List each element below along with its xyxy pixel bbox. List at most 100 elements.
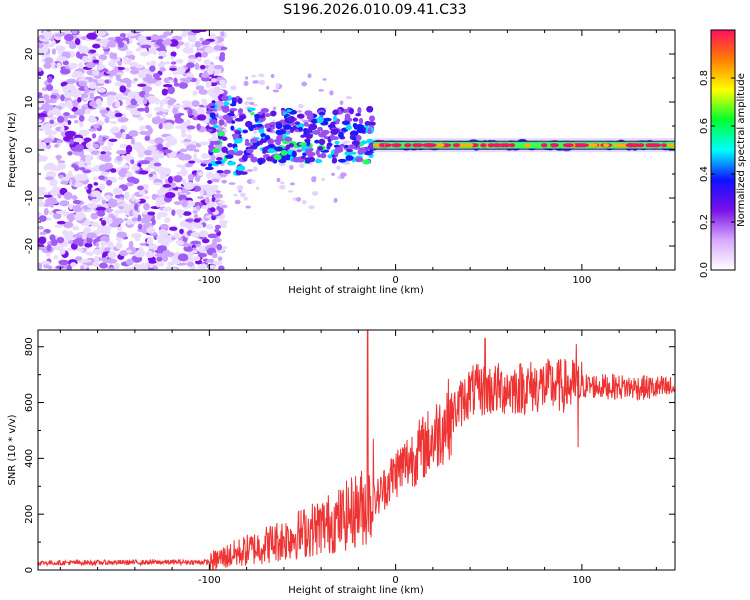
spectrogram-noise-blob: [117, 61, 123, 66]
spectrogram-energy-blob: [345, 125, 352, 131]
spectrogram-line-peak: [667, 143, 675, 148]
spectrogram-noise-blob: [144, 156, 154, 162]
spectrogram-noise-blob: [62, 60, 69, 66]
spectrogram-noise-blob: [94, 255, 99, 263]
spectrogram-noise-blob: [196, 56, 202, 62]
spectrogram-noise-blob: [126, 249, 132, 254]
spectrogram-energy-blob: [267, 148, 276, 154]
spectrogram-noise-blob: [38, 189, 44, 197]
spectrogram-noise-blob: [47, 76, 53, 83]
spectrogram-energy-blob: [268, 143, 274, 149]
spectrogram-noise-blob: [118, 205, 123, 210]
spectrogram-noise-blob: [123, 191, 130, 200]
spectrogram-noise-blob: [98, 58, 103, 66]
spectrogram-energy-blob: [317, 126, 323, 132]
spectrogram-energy-blob: [298, 142, 307, 146]
spectrogram-energy-blob: [254, 113, 261, 119]
spectrogram-line-peak: [452, 143, 461, 148]
spectrogram-scatter-blob: [336, 165, 341, 170]
spectrogram-noise-blob: [138, 170, 149, 175]
spectrogram-noise-blob: [46, 244, 52, 252]
spectrogram-noise-blob: [199, 141, 209, 146]
spectrogram-noise-blob: [201, 73, 210, 78]
spectrogram-noise-blob: [65, 83, 73, 89]
spectrogram-noise-blob: [200, 98, 207, 103]
spectrogram-noise-blob: [104, 79, 110, 84]
spectrogram-energy-blob: [257, 158, 263, 165]
spectrogram-line-peak: [541, 143, 548, 148]
spectrogram-energy-blob: [215, 160, 223, 165]
spectrogram-noise-blob: [130, 137, 135, 145]
spectrogram-noise-blob: [63, 112, 71, 116]
spectrogram-noise-blob: [114, 81, 124, 87]
spectrogram-noise-blob: [216, 157, 223, 161]
spectrogram-energy-blob: [274, 146, 284, 152]
spectrogram-scatter-blob: [255, 186, 260, 190]
spectrogram-noise-blob: [180, 164, 187, 170]
spectrogram-noise-blob: [67, 120, 72, 125]
spectrogram-noise-blob: [85, 62, 96, 69]
spectrogram-scatter-blob: [253, 129, 258, 135]
spectrogram-noise-blob: [84, 108, 92, 115]
spectrogram-energy-blob: [296, 113, 305, 119]
spectrogram-energy-blob: [318, 112, 326, 116]
spectrogram-scatter-blob: [322, 78, 327, 81]
spectrogram-noise-blob: [43, 62, 52, 69]
spectrogram-line-peak: [562, 143, 574, 148]
spectrogram-noise-blob: [125, 135, 133, 140]
spectrogram-noise-blob: [220, 31, 225, 37]
spectrogram-scatter-blob: [299, 163, 305, 169]
spectrogram-noise-blob: [56, 154, 61, 161]
spectrogram-energy-blob: [339, 143, 345, 148]
spectrogram-scatter-blob: [340, 175, 345, 179]
spectrogram-noise-blob: [50, 39, 56, 47]
spectrogram-energy-blob: [270, 110, 277, 117]
spectrogram-energy-blob: [274, 153, 280, 158]
spectrogram-noise-blob: [89, 49, 97, 53]
spectrogram-energy-blob: [315, 149, 320, 156]
spectrogram-noise-blob: [42, 94, 50, 101]
spectrogram-noise-blob: [78, 248, 84, 252]
spectrogram-noise-blob: [84, 250, 89, 255]
spectrogram-noise-blob: [153, 162, 162, 167]
spectrogram-noise-blob: [211, 240, 218, 248]
spectrogram-scatter-blob: [250, 179, 256, 184]
spectrogram-noise-blob: [161, 113, 167, 118]
spectrogram-scatter-blob: [221, 179, 227, 184]
spectrogram-energy-blob: [315, 159, 323, 164]
spectrogram-noise-blob: [88, 128, 97, 132]
spectrogram-noise-blob: [174, 117, 184, 124]
spectrogram-energy-blob: [369, 115, 376, 122]
spectrogram-noise-blob: [131, 165, 140, 171]
spectrogram-energy-blob: [264, 134, 271, 141]
spectrogram-noise-blob: [164, 192, 176, 199]
spectrogram-energy-blob: [231, 120, 236, 124]
spectrogram-noise-blob: [49, 104, 54, 111]
spectrogram-noise-blob: [120, 167, 128, 175]
spectrogram-line-peak: [645, 143, 653, 148]
spectrogram-noise-blob: [198, 89, 208, 95]
spectrogram-noise-blob: [114, 93, 125, 101]
spectrogram-noise-blob: [125, 98, 131, 106]
spectrogram-scatter-blob: [275, 83, 280, 89]
spectrogram-noise-blob: [147, 161, 157, 169]
spectrogram-noise-blob: [182, 211, 192, 216]
spectrogram-noise-blob: [162, 255, 169, 262]
spectrogram-scatter-blob: [342, 141, 348, 145]
spectrogram-energy-blob: [322, 117, 332, 122]
spectrogram-noise-blob: [152, 265, 159, 270]
spectrogram-noise-blob: [70, 262, 77, 267]
spectrogram-noise-blob: [132, 112, 141, 116]
spectrogram-noise-blob: [195, 85, 205, 91]
spectrogram-noise-blob: [59, 200, 70, 207]
spectrogram-noise-blob: [107, 40, 118, 48]
spectrogram-energy-blob: [221, 146, 228, 153]
spec-xtick-label: 100: [572, 275, 591, 286]
spectrogram-scatter-blob: [279, 185, 286, 190]
spectrogram-ylabel: Frequency (Hz): [7, 112, 18, 188]
spectrogram-energy-blob: [306, 115, 314, 120]
spec-ytick-label: 10: [24, 96, 35, 109]
spectrogram-noise-blob: [187, 108, 193, 116]
spectrogram-scatter-blob: [214, 86, 221, 91]
spectrogram-noise-blob: [140, 44, 152, 49]
